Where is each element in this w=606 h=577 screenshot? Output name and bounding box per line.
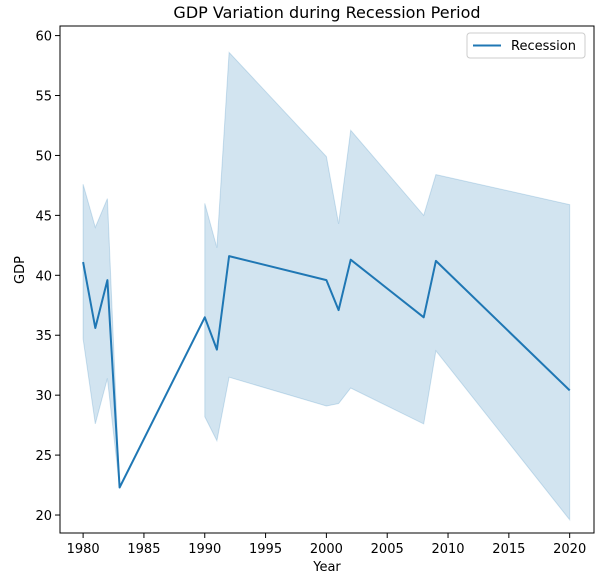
x-tick-label: 2005 xyxy=(371,542,404,557)
y-tick-label: 20 xyxy=(35,509,52,524)
confidence-band-segment xyxy=(205,52,570,519)
x-tick-label: 2000 xyxy=(310,542,343,557)
y-tick-label: 25 xyxy=(35,449,52,464)
confidence-band-segment xyxy=(83,184,120,487)
x-tick-label: 1995 xyxy=(249,542,282,557)
x-tick-label: 1980 xyxy=(67,542,100,557)
y-tick-label: 45 xyxy=(35,209,52,224)
y-tick-label: 50 xyxy=(35,149,52,164)
x-tick-label: 2015 xyxy=(492,542,525,557)
y-tick-label: 35 xyxy=(35,329,52,344)
x-tick-label: 1985 xyxy=(127,542,160,557)
legend: Recession xyxy=(467,33,585,58)
y-tick-label: 60 xyxy=(35,30,52,45)
y-tick-label: 40 xyxy=(35,269,52,284)
y-axis-label: GDP xyxy=(13,256,28,284)
y-tick-label: 55 xyxy=(35,90,52,105)
legend-label-recession: Recession xyxy=(511,39,576,54)
x-tick-label: 2010 xyxy=(431,542,464,557)
x-axis: 1980 1985 1990 1995 2000 2005 2010 2015 2020 xyxy=(67,533,587,557)
confidence-bands xyxy=(83,52,570,519)
x-tick-label: 1990 xyxy=(188,542,221,557)
x-axis-label: Year xyxy=(312,560,341,573)
chart-title: GDP Variation during Recession Period xyxy=(173,3,480,22)
y-tick-label: 30 xyxy=(35,389,52,404)
x-tick-label: 2020 xyxy=(553,542,586,557)
y-axis: 20 25 30 35 40 45 50 55 60 xyxy=(35,30,60,524)
